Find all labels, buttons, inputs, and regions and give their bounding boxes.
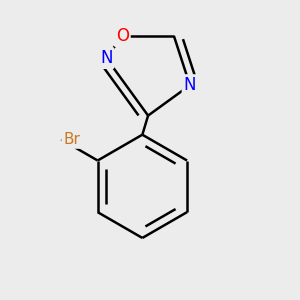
Text: Br: Br (63, 132, 80, 147)
Text: N: N (100, 49, 112, 67)
Text: N: N (184, 76, 196, 94)
Text: O: O (116, 27, 129, 45)
